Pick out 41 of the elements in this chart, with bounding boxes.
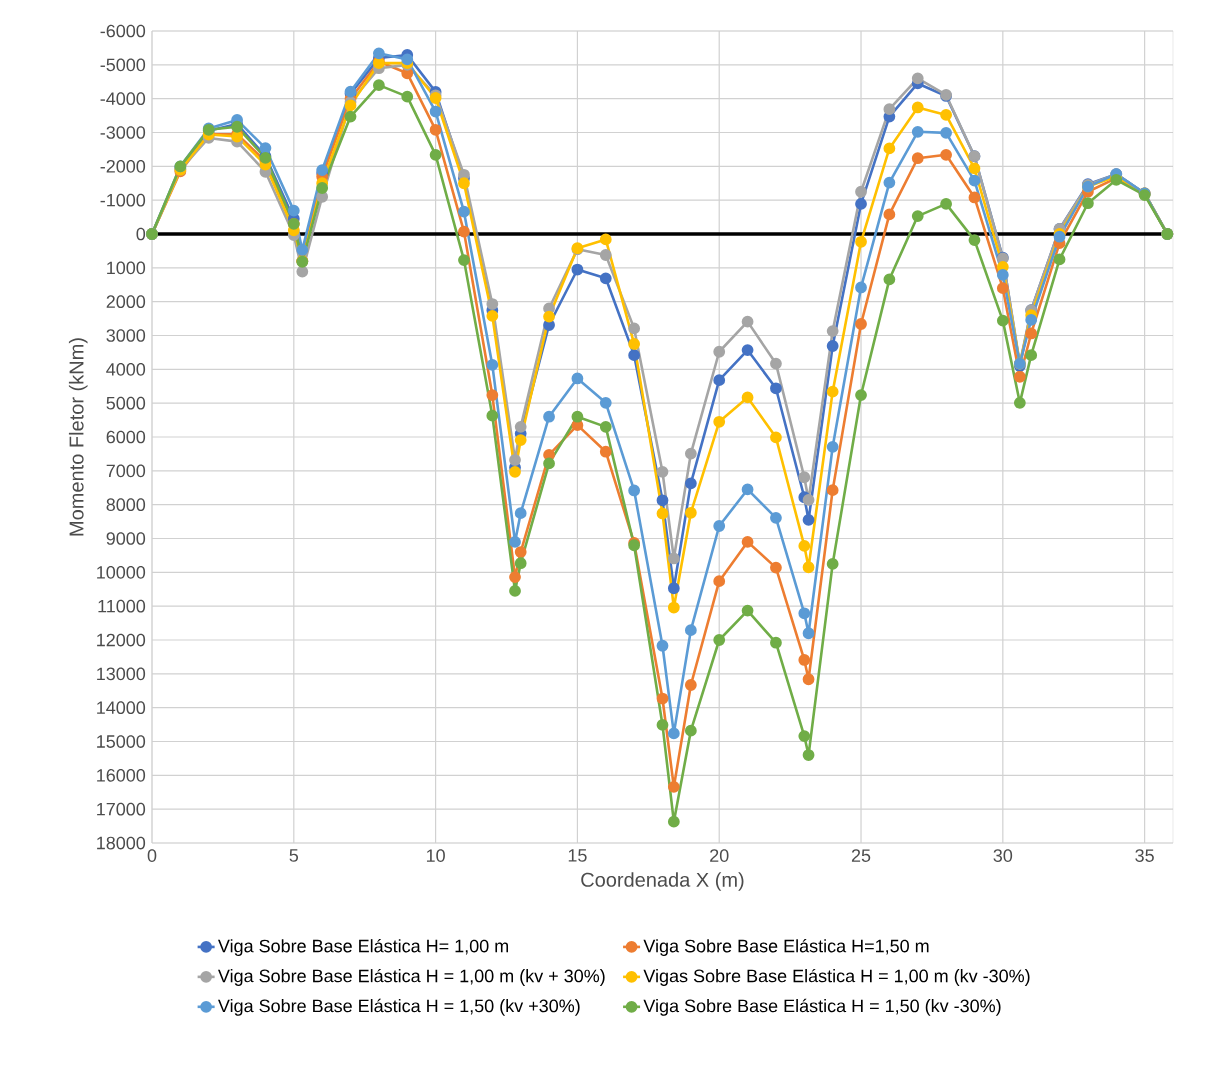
y-tick-label: -5000 [100, 58, 146, 72]
y-tick-label: 0 [136, 227, 146, 241]
y-tick-label: -2000 [100, 159, 146, 173]
x-tick-label: 35 [1135, 849, 1154, 862]
y-tick-label: 5000 [106, 396, 146, 410]
legend-label: Viga Sobre Base Elástica H = 1,50 (kv -30%) [643, 998, 1001, 1016]
y-tick-label: 2000 [106, 295, 146, 309]
legend-label: Viga Sobre Base Elástica H= 1,00 m [217, 938, 509, 956]
y-tick-label: 11000 [98, 599, 146, 613]
y-tick-label: 18000 [97, 836, 146, 850]
x-tick-label: 0 [147, 849, 157, 862]
x-tick-label: 30 [993, 849, 1013, 862]
y-axis-title: Momento Fletor (kNm) [68, 338, 88, 536]
x-axis-title: Coordenada X (m) [581, 872, 744, 891]
legend-label: Vigas Sobre Base Elástica H = 1,00 m (kv -30%) [643, 968, 1030, 986]
y-tick-label: 16000 [97, 768, 146, 782]
y-tick-label: 13000 [97, 667, 146, 681]
legend-label: Viga Sobre Base Elástica H = 1,00 m (kv + 30%) [217, 968, 605, 986]
y-tick-label: 12000 [97, 633, 146, 647]
y-tick-label: -1000 [100, 193, 146, 207]
legend-label: Viga Sobre Base Elástica H=1,50 m [643, 938, 929, 956]
y-tick-label: 7000 [106, 464, 146, 478]
x-tick-label: 10 [426, 849, 445, 862]
x-tick-label: 20 [710, 849, 729, 862]
y-tick-label: 6000 [106, 430, 146, 444]
y-tick-label: -4000 [100, 92, 146, 106]
y-tick-label: 8000 [106, 498, 146, 512]
y-tick-label: 17000 [97, 802, 146, 816]
y-tick-label: 3000 [106, 329, 146, 342]
y-tick-label: 9000 [106, 532, 146, 545]
y-tick-label: -3000 [100, 126, 146, 139]
y-tick-label: 15000 [97, 735, 146, 748]
legend-label: Viga Sobre Base Elástica H = 1,50 (kv +30%) [217, 998, 580, 1016]
y-tick-label: 4000 [106, 362, 146, 376]
y-tick-label: 1000 [107, 261, 146, 275]
x-tick-label: 25 [851, 849, 871, 862]
x-tick-label: 5 [289, 849, 299, 862]
y-tick-label: 14000 [97, 701, 146, 715]
x-tick-label: 15 [568, 849, 587, 862]
y-tick-label: -6000 [100, 24, 146, 38]
y-tick-label: 10000 [97, 565, 146, 579]
